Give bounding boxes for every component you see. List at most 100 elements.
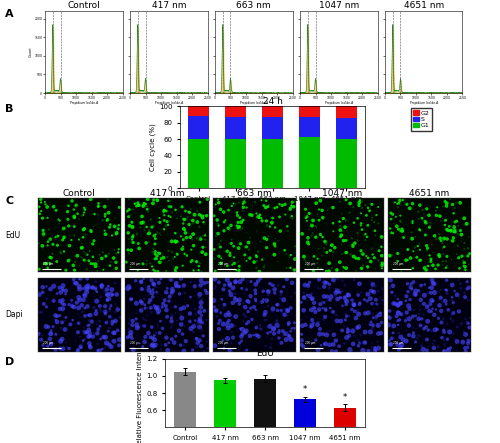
Point — [156, 330, 164, 337]
Point — [415, 311, 423, 318]
Point — [330, 228, 338, 235]
Point — [246, 211, 254, 218]
Point — [176, 320, 184, 327]
Point — [106, 324, 114, 331]
Bar — [226, 139, 246, 188]
Point — [80, 327, 88, 334]
Point — [81, 305, 89, 312]
Point — [232, 297, 240, 304]
Text: 200 μm: 200 μm — [392, 262, 403, 266]
Point — [166, 257, 173, 264]
Point — [301, 281, 309, 288]
Point — [223, 322, 231, 329]
Point — [364, 204, 372, 211]
Point — [354, 229, 362, 237]
Point — [137, 278, 145, 285]
Point — [106, 341, 114, 348]
Point — [378, 296, 386, 303]
Point — [300, 232, 308, 239]
Point — [38, 242, 46, 249]
Point — [65, 222, 73, 229]
Point — [163, 313, 171, 320]
Point — [168, 249, 176, 256]
Point — [52, 317, 60, 324]
Point — [394, 310, 402, 317]
Point — [408, 332, 416, 339]
Point — [396, 346, 404, 353]
Point — [418, 206, 426, 214]
Point — [148, 293, 156, 300]
Point — [147, 216, 155, 223]
Point — [287, 252, 295, 259]
Point — [153, 322, 161, 329]
Point — [140, 295, 148, 303]
Point — [89, 253, 97, 260]
Point — [156, 278, 164, 285]
Point — [268, 219, 276, 226]
Point — [193, 343, 201, 350]
Point — [372, 265, 380, 272]
Point — [406, 303, 414, 310]
Point — [274, 237, 282, 245]
Point — [410, 279, 418, 286]
Point — [253, 227, 261, 234]
Point — [447, 316, 455, 323]
Point — [440, 251, 448, 258]
Point — [390, 300, 398, 307]
Point — [86, 248, 94, 255]
Point — [240, 196, 248, 203]
Point — [37, 199, 45, 206]
Point — [101, 344, 109, 351]
Point — [98, 284, 106, 291]
Point — [254, 278, 262, 285]
Point — [422, 266, 430, 273]
Point — [202, 231, 209, 238]
Point — [461, 345, 469, 352]
Point — [184, 214, 192, 221]
Point — [80, 296, 88, 303]
Point — [340, 264, 347, 271]
Point — [92, 263, 100, 270]
Point — [258, 299, 266, 306]
Point — [368, 217, 376, 224]
Point — [374, 338, 382, 345]
Point — [236, 214, 244, 221]
Point — [322, 268, 330, 275]
Point — [102, 334, 110, 341]
Point — [307, 220, 315, 227]
Point — [90, 304, 98, 311]
Title: Control: Control — [63, 189, 96, 198]
Point — [56, 284, 64, 291]
Point — [410, 333, 418, 340]
Point — [308, 291, 316, 298]
Point — [315, 206, 323, 213]
Point — [180, 227, 188, 234]
Point — [372, 315, 380, 323]
Point — [180, 218, 188, 225]
Point — [264, 203, 272, 210]
Point — [457, 285, 465, 292]
Point — [444, 336, 452, 343]
Point — [150, 302, 158, 309]
Point — [232, 267, 240, 274]
Text: 200 μm: 200 μm — [305, 262, 316, 266]
Point — [263, 334, 271, 341]
Point — [273, 317, 281, 324]
Point — [286, 206, 294, 213]
Point — [278, 288, 285, 295]
Point — [148, 263, 156, 270]
Point — [284, 330, 292, 337]
Point — [270, 324, 278, 331]
Point — [437, 307, 445, 315]
Point — [368, 300, 376, 307]
Point — [303, 291, 311, 299]
Point — [199, 332, 207, 339]
Point — [93, 321, 101, 328]
Point — [192, 311, 200, 318]
Point — [276, 214, 283, 221]
Point — [82, 266, 90, 273]
Point — [304, 241, 312, 248]
Point — [220, 286, 228, 293]
Point — [252, 298, 260, 305]
Point — [442, 297, 450, 304]
